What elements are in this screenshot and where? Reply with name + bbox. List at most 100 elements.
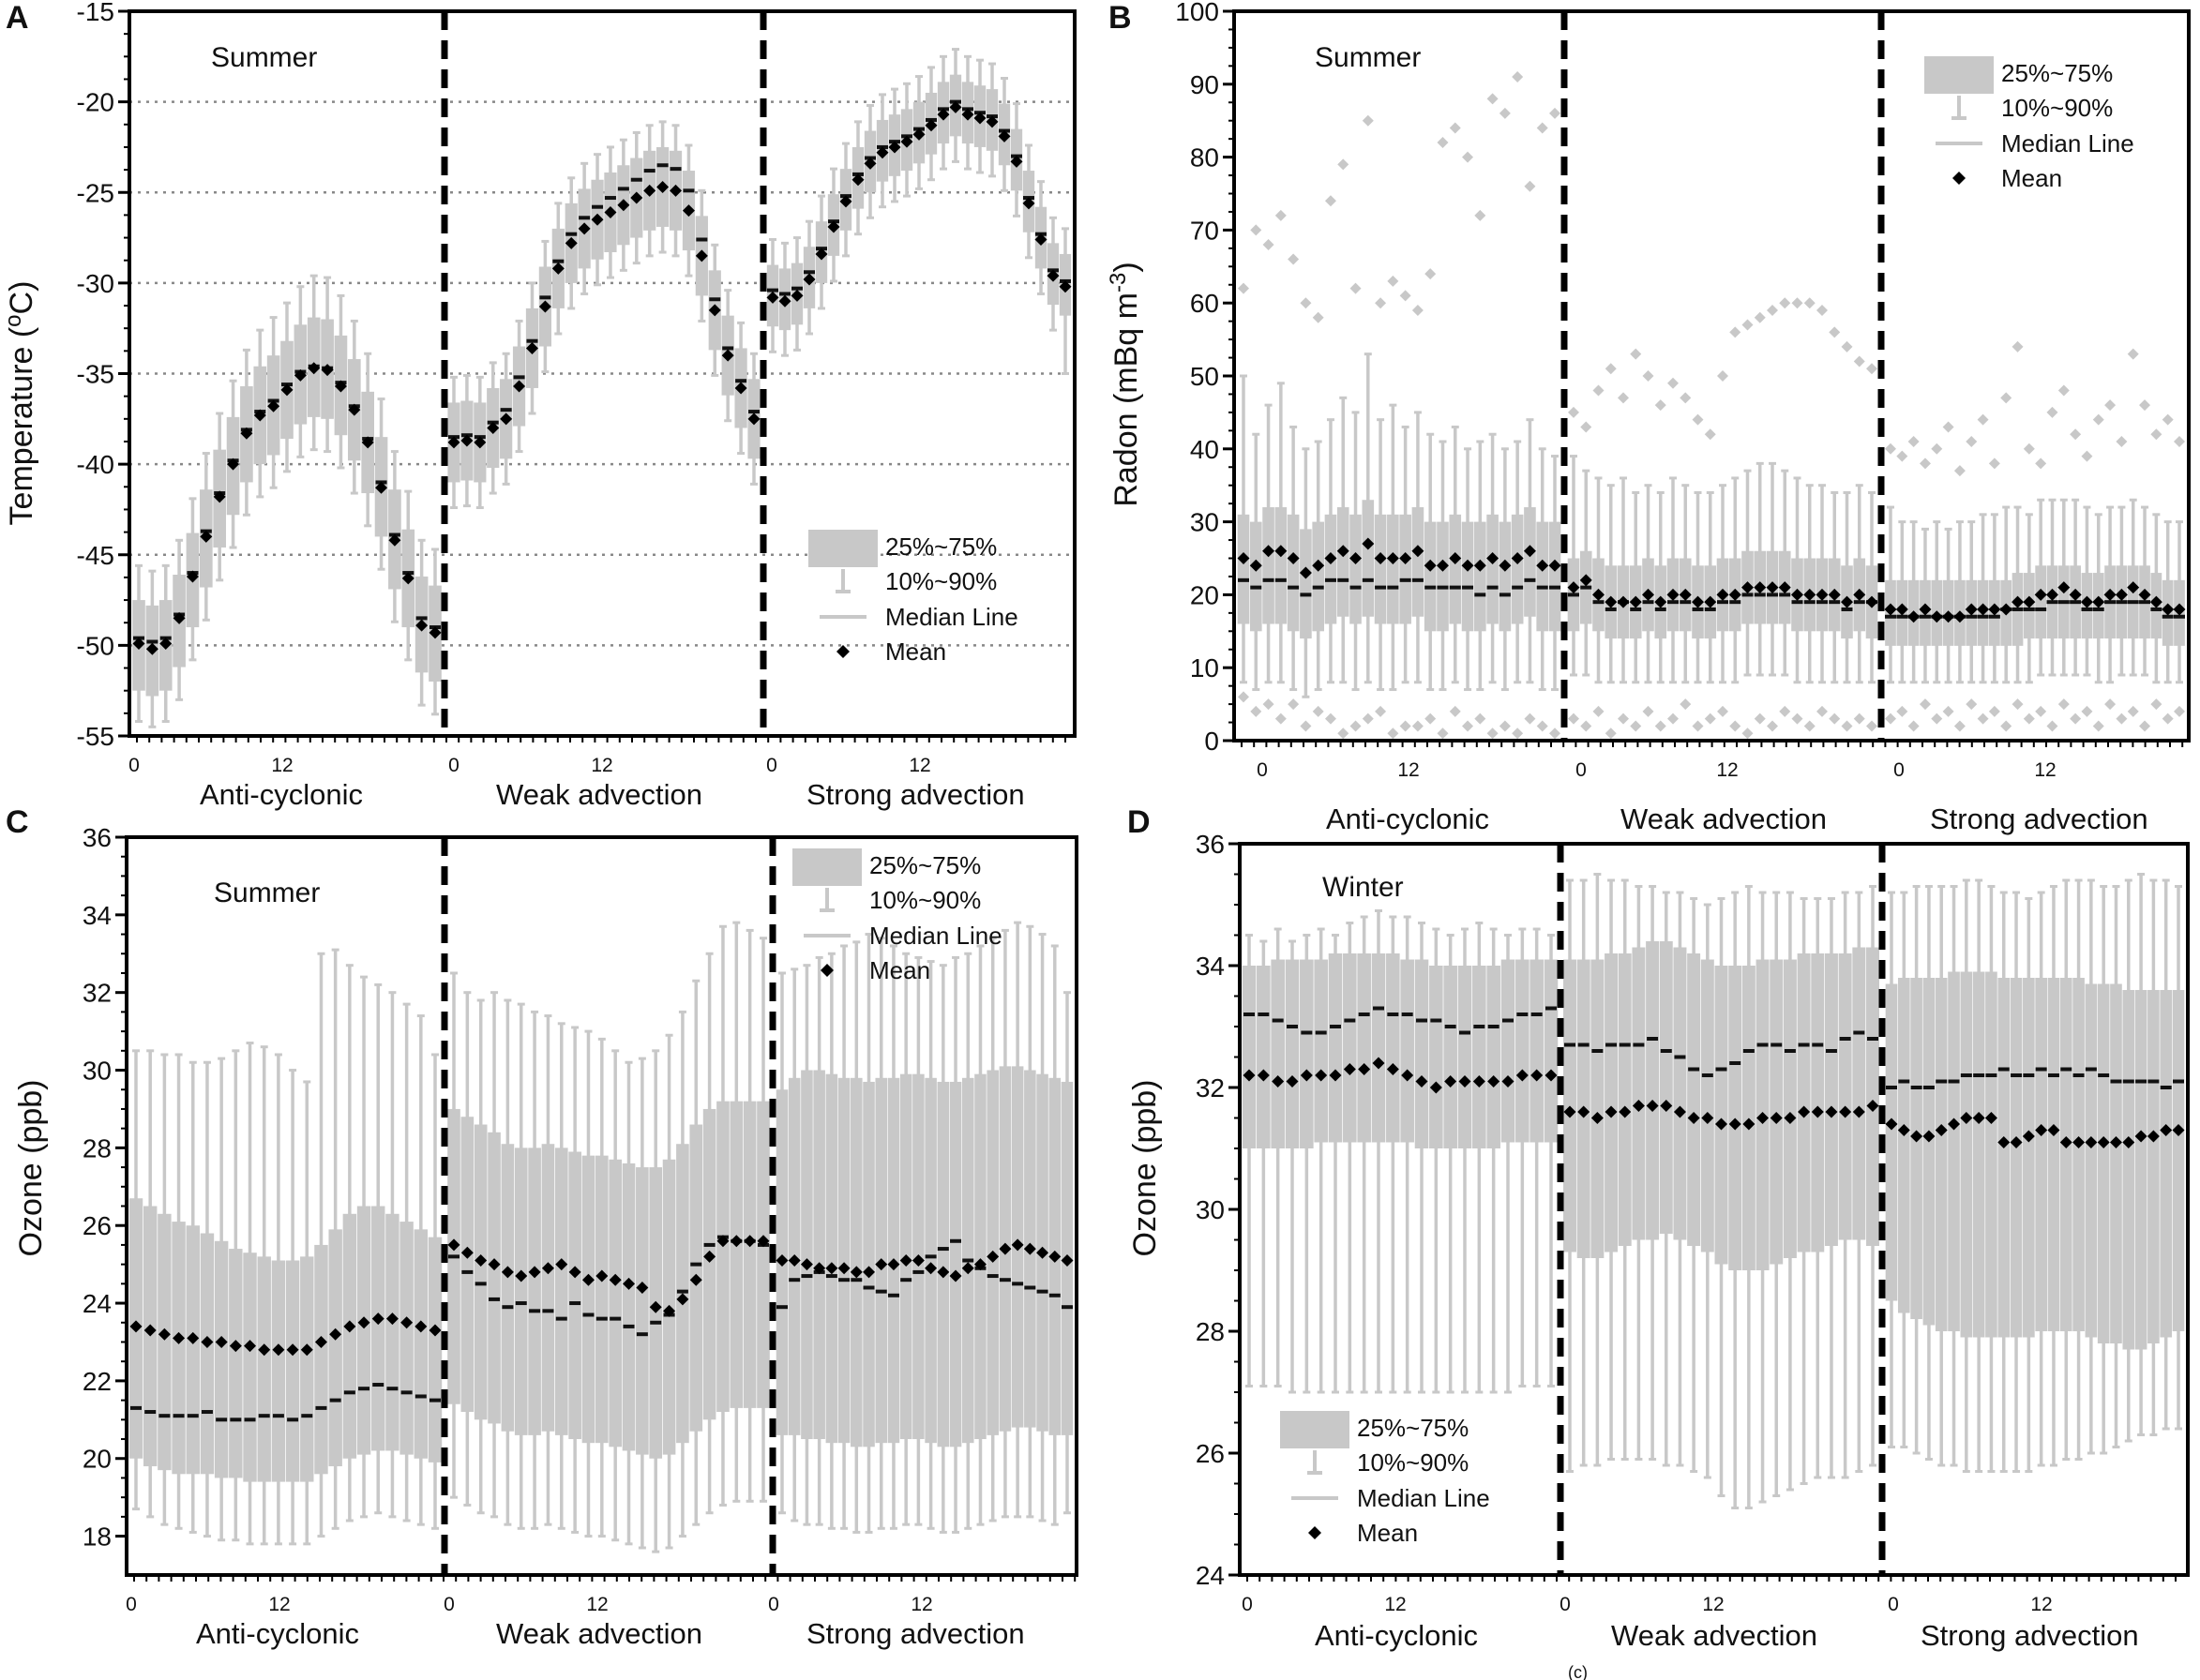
mean-point [937,108,950,121]
legend-mean-label: Mean [885,638,946,666]
season-label: Summer [1315,42,1421,73]
category-label-weak-advection: Weak advection [496,1617,702,1650]
mean-point [1692,595,1704,608]
iqr-box [1544,959,1559,1143]
mean-point [1399,552,1412,564]
outlier-high [1312,311,1324,323]
outlier-low [1618,712,1629,725]
mean-point [1984,1112,1997,1124]
category-label-weak-advection: Weak advection [1611,1619,1817,1652]
outlier-high [1729,326,1741,338]
legend-mean-label: Mean [869,956,930,984]
y-tick-label: 0 [1204,727,1219,756]
mean-point [730,1235,743,1248]
mean-point [1960,1112,1973,1124]
mean-point [460,1246,474,1259]
mean-point [887,1258,900,1271]
iqr-box [1237,514,1250,624]
mean-point [1866,1100,1879,1112]
mean-point [961,1262,974,1275]
hour-tick-label: 12 [911,1594,932,1615]
mean-point [429,626,442,639]
mean-point [2103,588,2117,601]
iqr-box [1511,514,1524,624]
mean-point [1262,545,1275,558]
outlier-low [1462,720,1474,732]
iqr-box [1811,953,1825,1252]
outlier-low [2035,705,2047,717]
mean-point [1784,1112,1797,1124]
iqr-box [488,1132,501,1424]
hour-tick-label: 12 [2034,759,2056,781]
y-tick-label: 20 [83,1445,112,1474]
legend: 25%~75% 10%~90% Median Line Mean [1924,56,2134,192]
outlier-low [1262,698,1274,711]
outlier-low [1288,698,1300,711]
mean-point [1424,559,1437,572]
y-tick-label: 50 [1190,362,1219,391]
y-tick-label: -15 [77,0,114,26]
iqr-box [1414,959,1429,1148]
legend-box-label: 25%~75% [885,532,997,561]
y-tick-label: 30 [1196,1195,1225,1224]
mean-point [1436,559,1449,572]
outlier-low [1274,712,1287,725]
mean-point [2147,1130,2160,1143]
mean-point [1022,197,1035,210]
outlier-low [1568,712,1579,725]
legend-box-swatch [1280,1411,1349,1448]
iqr-box [730,1101,744,1408]
legend-box-label: 25%~75% [869,851,981,879]
outlier-high [1779,297,1791,309]
mean-point [371,1312,384,1326]
outlier-low [1885,712,1896,725]
iqr-box [622,1162,636,1451]
mean-point [1048,1250,1062,1263]
iqr-box [514,1148,528,1435]
legend-median-label: Median Line [1357,1484,1490,1512]
mean-point [1907,610,1921,623]
mean-point [1567,581,1580,594]
iqr-box [1632,947,1646,1240]
outlier-low [1580,720,1592,732]
iqr-box [460,1117,475,1413]
hour-tick-label: 0 [1575,759,1587,781]
iqr-box [1474,521,1486,632]
series-strong-advection [1885,873,2185,1473]
iqr-box [214,1240,229,1478]
y-tick-label: 28 [1196,1317,1225,1346]
outlier-high [1274,209,1287,221]
mean-point [1324,552,1337,564]
outlier-low [2104,698,2117,711]
mean-point [475,1253,488,1267]
outlier-low [1375,705,1387,717]
y-tick-label: -45 [77,541,114,570]
mean-point [1687,1112,1700,1124]
panel-a-temperature: A Summer Temperature (oC) -55 -50 -45 -40 -3… [1,0,1077,811]
mean-point [1972,1112,1985,1124]
mean-point [900,135,913,148]
iqr-box [837,1077,851,1444]
mean-point [1523,545,1536,558]
iqr-box [2047,978,2060,1331]
mean-point [1473,559,1486,572]
iqr-box [974,1073,987,1440]
outlier-low [2023,712,2035,725]
mean-point [375,481,388,494]
hour-tick-label: 0 [126,1594,137,1615]
mean-point [803,273,816,286]
y-tick-label: 22 [83,1367,112,1396]
mean-point [2172,1124,2185,1136]
iqr-box [1312,521,1324,632]
mean-point [1778,581,1791,594]
mean-point [1935,1124,1948,1136]
outlier-high [1704,428,1716,441]
mean-point [1988,603,2001,616]
mean-point [863,1266,876,1279]
mean-point [744,1235,757,1248]
y-axis-label: Temperature (oC) [1,281,39,526]
outlier-high [1816,304,1828,316]
outlier-low [1337,728,1349,740]
outlier-high [1618,392,1629,404]
iqr-box [1948,971,1960,1331]
